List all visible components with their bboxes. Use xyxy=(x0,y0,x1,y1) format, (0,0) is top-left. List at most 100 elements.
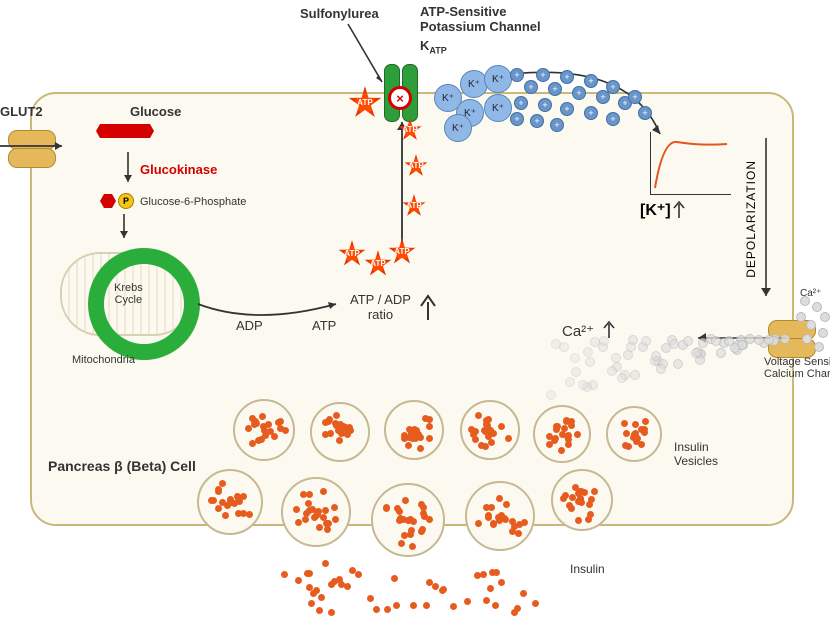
label-ca-int: Ca²⁺ xyxy=(562,322,594,340)
label-adp: ADP xyxy=(236,318,263,333)
insulin-vesicle xyxy=(551,469,613,531)
close-icon: × xyxy=(388,86,412,110)
plus-ion: + xyxy=(514,96,528,110)
ca-ion xyxy=(754,335,764,345)
insulin-vesicle xyxy=(197,469,263,535)
ca-ion xyxy=(814,342,824,352)
icon-ratio-up xyxy=(418,292,438,322)
arrow-glucokinase xyxy=(118,152,138,192)
plus-ion: + xyxy=(606,80,620,94)
plus-ion: + xyxy=(560,70,574,84)
insulin-vesicle xyxy=(460,400,520,460)
insulin-vesicle xyxy=(533,405,591,463)
insulin-vesicle xyxy=(371,483,445,557)
insulin-granule xyxy=(318,594,325,601)
arrow-glut2 xyxy=(0,140,72,152)
k-ion: K⁺ xyxy=(484,65,512,93)
insulin-granule xyxy=(373,606,380,613)
insulin-granule xyxy=(520,590,527,597)
label-mito: Mitochondria xyxy=(72,354,135,366)
insulin-granule xyxy=(367,595,374,602)
diagram-stage: Sulfonylurea ATP-Sensitive Potassium Cha… xyxy=(0,0,830,619)
insulin-granule xyxy=(328,609,335,616)
ca-ion xyxy=(630,370,640,380)
insulin-granule xyxy=(450,603,457,610)
label-g6p: Glucose-6-Phosphate xyxy=(140,196,246,208)
g6p-cluster: P xyxy=(100,194,116,213)
ca-ion xyxy=(590,337,600,347)
k-ion: K⁺ xyxy=(444,114,472,142)
label-kconc: [K⁺] xyxy=(640,200,671,220)
ca-ion xyxy=(691,348,701,358)
insulin-granule xyxy=(310,590,317,597)
ca-ion xyxy=(818,328,828,338)
insulin-granule xyxy=(331,578,338,585)
plus-ion: + xyxy=(536,68,550,82)
plus-ion: + xyxy=(548,82,562,96)
insulin-granule xyxy=(295,577,302,584)
ca-ion xyxy=(571,367,581,377)
insulin-granule xyxy=(483,597,490,604)
label-glucokinase: Glucokinase xyxy=(140,162,217,177)
insulin-granule xyxy=(308,600,315,607)
insulin-vesicle xyxy=(465,481,535,551)
ca-ion xyxy=(669,339,679,349)
insulin-granule xyxy=(316,607,323,614)
label-ins-ves: Insulin Vesicles xyxy=(674,440,718,468)
insulin-granule xyxy=(464,598,471,605)
insulin-granule xyxy=(532,600,539,607)
label-katp-title: ATP-Sensitive Potassium Channel xyxy=(420,4,541,34)
plus-ion: + xyxy=(510,68,524,82)
label-insulin: Insulin xyxy=(570,562,605,576)
label-depolarization: DEPOLARIZATION xyxy=(744,160,758,278)
insulin-granule xyxy=(344,583,351,590)
ca-ion xyxy=(716,348,726,358)
insulin-granule xyxy=(474,572,481,579)
arrow-to-krebs xyxy=(114,214,134,248)
insulin-granule xyxy=(492,602,499,609)
graph-depolarization xyxy=(650,132,731,195)
plus-ion: + xyxy=(606,112,620,126)
plus-ion: + xyxy=(638,106,652,120)
plus-ion: + xyxy=(628,90,642,104)
ca-ion xyxy=(724,336,734,346)
krebs-cycle xyxy=(88,248,200,360)
ca-ion xyxy=(820,312,830,322)
insulin-granule xyxy=(322,560,329,567)
ca-ion xyxy=(800,296,810,306)
label-vscc: Voltage Sensiti Calcium Channe xyxy=(764,356,830,380)
insulin-granule xyxy=(487,585,494,592)
label-ratio: ATP / ADP ratio xyxy=(350,292,411,322)
label-cell: Pancreas β (Beta) Cell xyxy=(48,458,196,474)
insulin-granule xyxy=(493,569,500,576)
plus-ion: + xyxy=(560,102,574,116)
ca-ion xyxy=(673,359,683,369)
label-katp-sub: KATP xyxy=(420,38,447,56)
insulin-granule xyxy=(281,571,288,578)
label-krebs: Krebs Cycle xyxy=(114,282,143,306)
plus-ion: + xyxy=(524,80,538,94)
label-sulfonylurea: Sulfonylurea xyxy=(300,6,379,21)
ca-ion xyxy=(611,353,621,363)
insulin-granule xyxy=(391,575,398,582)
plus-ion: + xyxy=(584,74,598,88)
label-atp: ATP xyxy=(312,318,336,333)
ca-ion xyxy=(796,312,806,322)
plus-ion: + xyxy=(538,98,552,112)
insulin-granule xyxy=(439,587,446,594)
k-ion: K⁺ xyxy=(484,94,512,122)
insulin-granule xyxy=(384,606,391,613)
arrow-depolarization xyxy=(758,138,774,308)
insulin-granule xyxy=(355,571,362,578)
insulin-vesicle xyxy=(384,400,444,460)
insulin-vesicle xyxy=(281,477,351,547)
plus-ion: + xyxy=(530,114,544,128)
insulin-granule xyxy=(306,570,313,577)
insulin-granule xyxy=(306,584,313,591)
plus-ion: + xyxy=(550,118,564,132)
ca-ion xyxy=(565,377,575,387)
insulin-vesicle xyxy=(233,399,295,461)
insulin-granule xyxy=(423,602,430,609)
insulin-granule xyxy=(498,579,505,586)
insulin-granule xyxy=(410,602,417,609)
